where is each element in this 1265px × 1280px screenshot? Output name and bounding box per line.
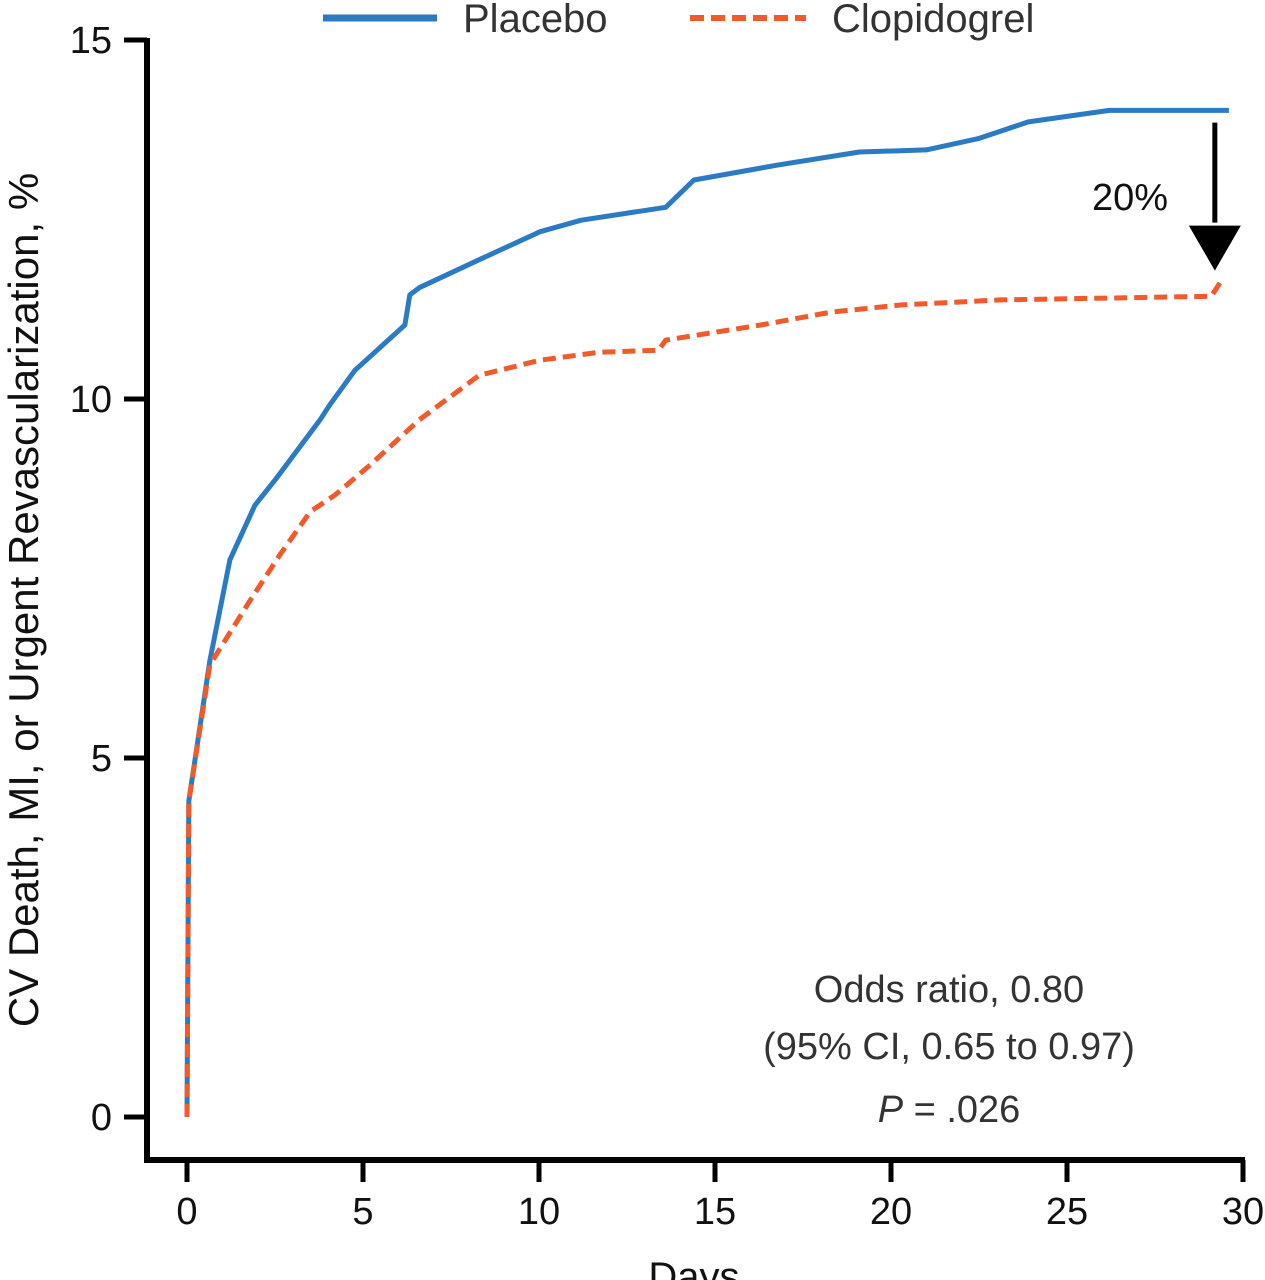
y-tick-label: 10 (70, 379, 112, 421)
ci-text: (95% CI, 0.65 to 0.97) (763, 1026, 1135, 1068)
series-group (184, 107, 1229, 1118)
axes: 0 5 10 15 0 5 10 15 20 25 30 (70, 20, 1264, 1233)
legend-label-placebo: Placebo (463, 0, 608, 41)
p-label: P (878, 1089, 904, 1131)
x-tick-label: 25 (1046, 1191, 1088, 1233)
legend-label-clopidogrel: Clopidogrel (832, 0, 1034, 41)
x-tick-label: 20 (870, 1191, 912, 1233)
series-line-placebo (184, 107, 1229, 1118)
x-axis-label: Days (648, 1255, 739, 1280)
y-axis-label: CV Death, MI, or Urgent Revascularizatio… (0, 173, 47, 1027)
odds-ratio-text: Odds ratio, 0.80 (814, 969, 1084, 1011)
y-tick-label: 0 (91, 1097, 112, 1139)
arrow-head (1188, 225, 1241, 271)
reduction-label: 20% (1092, 177, 1168, 219)
p-value-text: P = .026 (878, 1089, 1021, 1131)
x-tick-label: 10 (518, 1191, 560, 1233)
legend: Placebo Clopidogrel (323, 0, 1034, 41)
series-line-clopidogrel (184, 278, 1225, 1118)
x-tick-label: 0 (176, 1191, 197, 1233)
x-tick-label: 15 (694, 1191, 736, 1233)
x-tick-label: 5 (352, 1191, 373, 1233)
annotations: 20% Odds ratio, 0.80 (95% CI, 0.65 to 0.… (763, 122, 1241, 1131)
x-tick-label: 30 (1222, 1191, 1264, 1233)
y-tick-label: 5 (91, 738, 112, 780)
p-value: = .026 (903, 1089, 1020, 1131)
y-tick-label: 15 (70, 20, 112, 62)
